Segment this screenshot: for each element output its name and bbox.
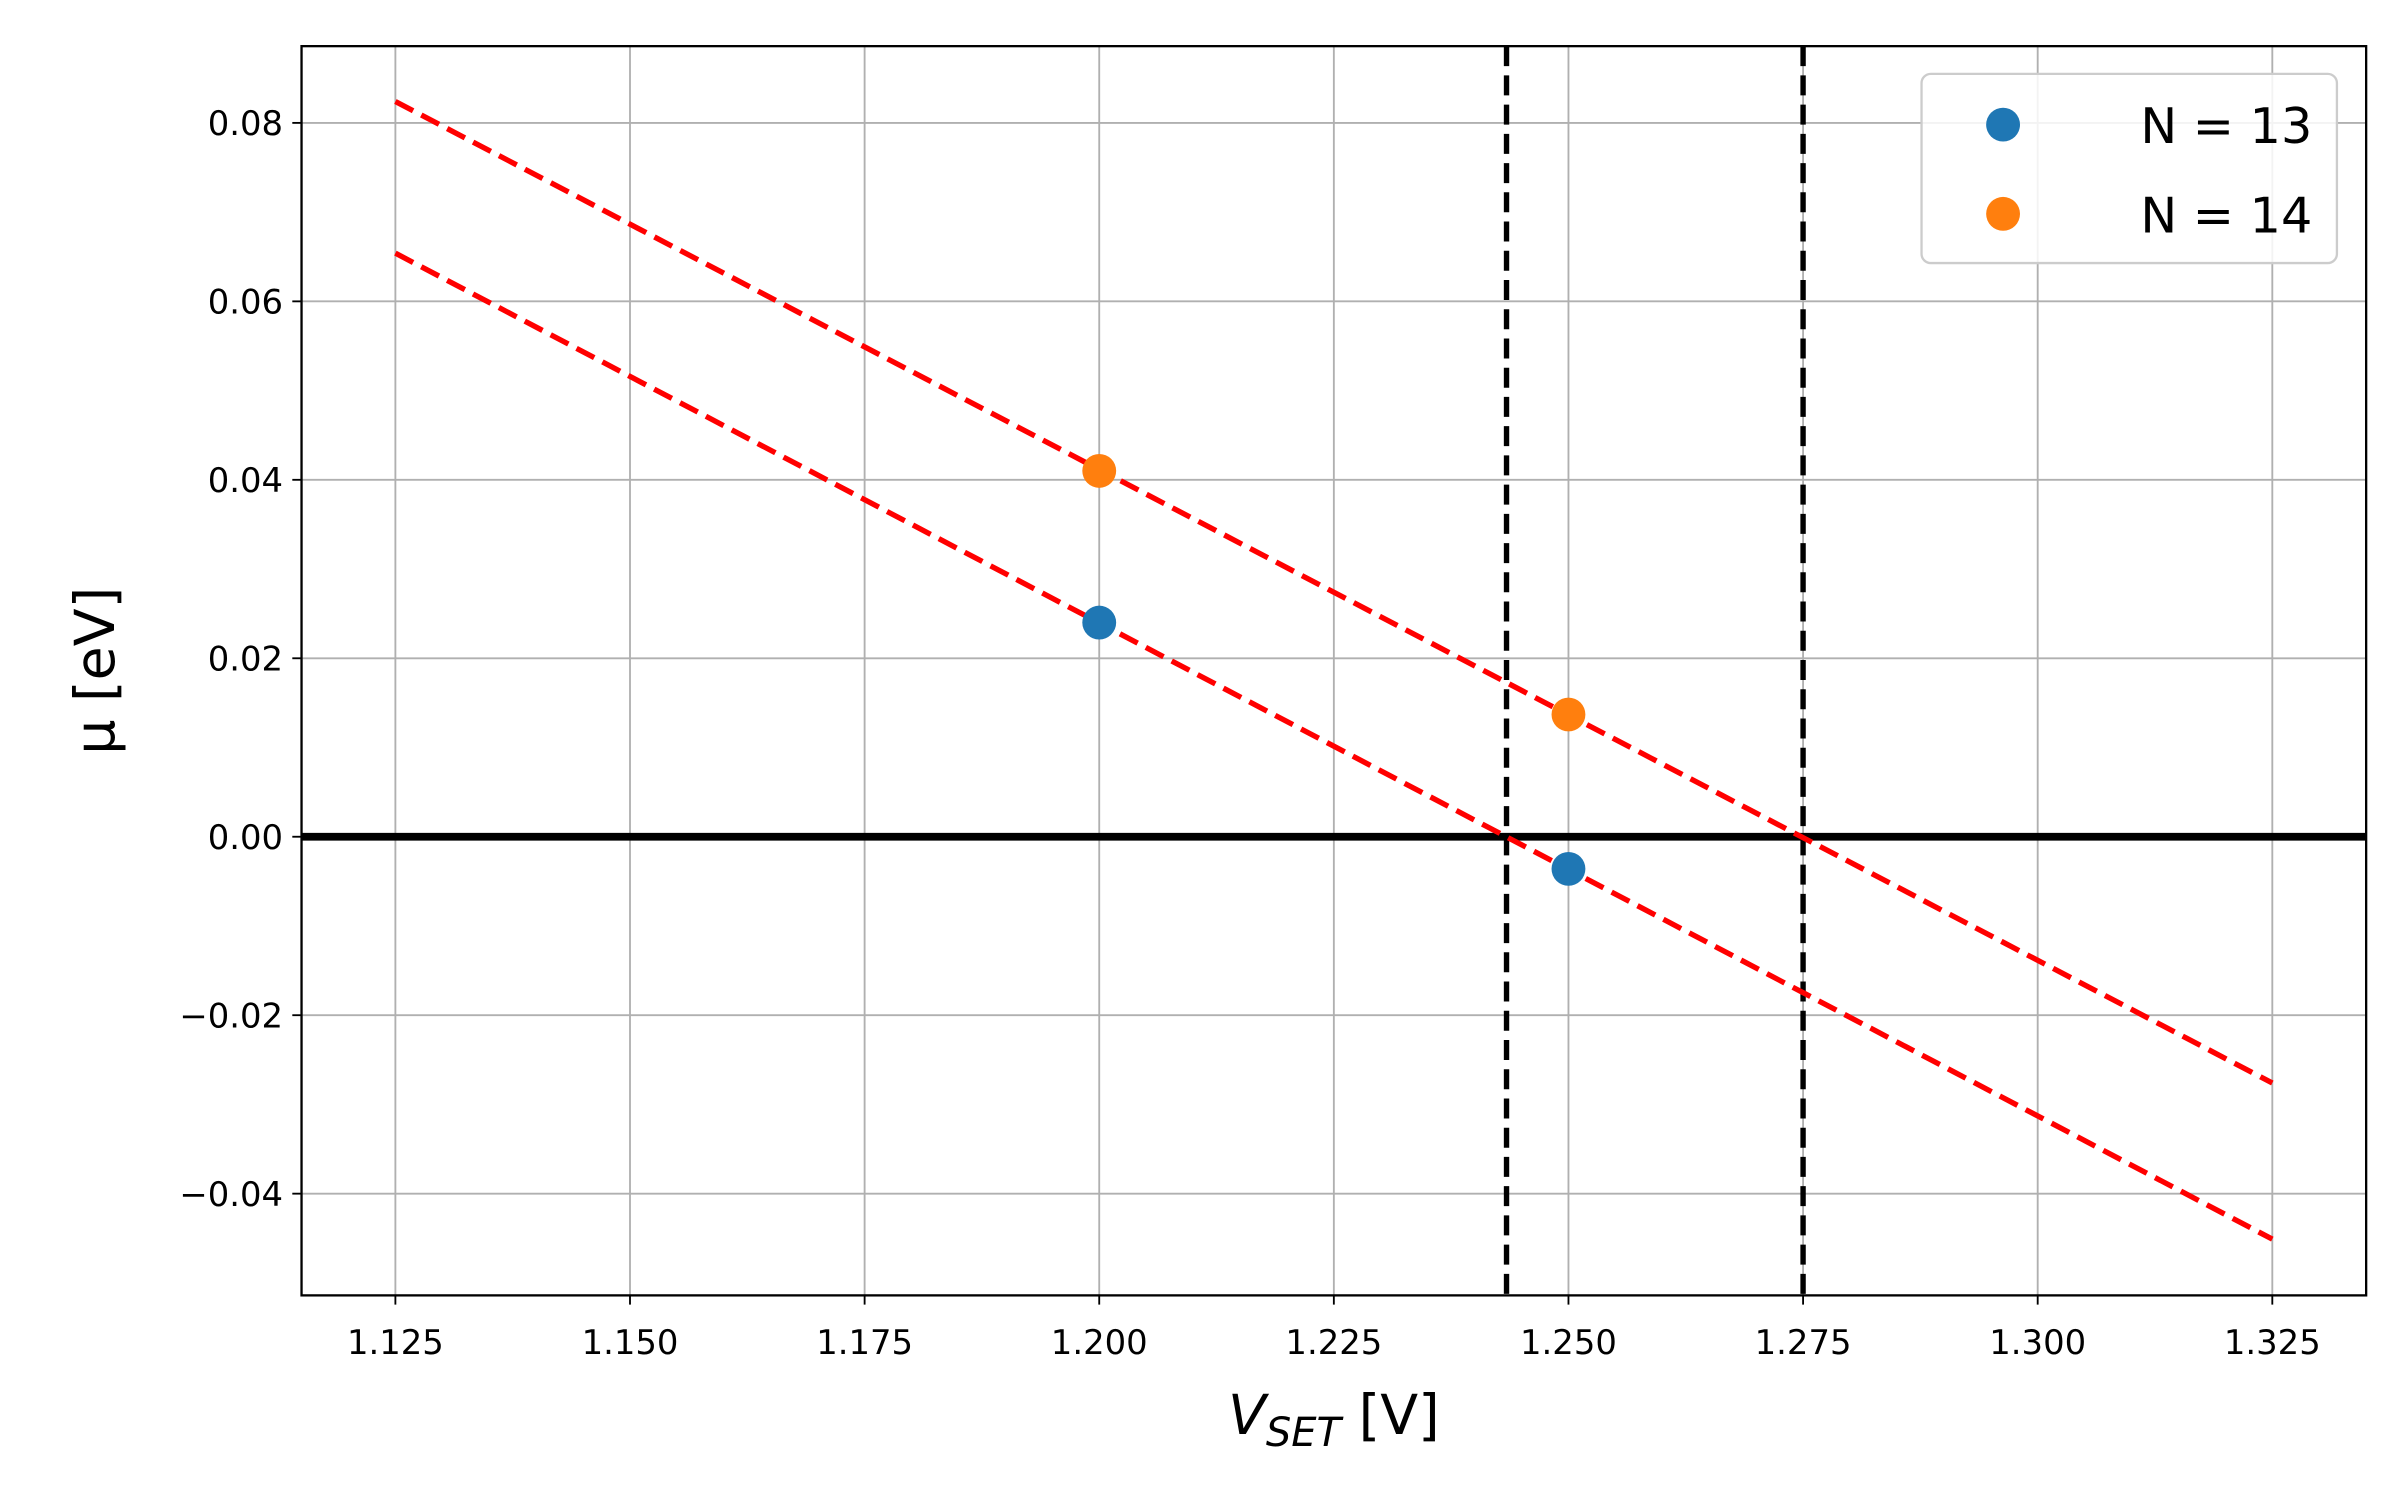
y-tick-label: 0.08 bbox=[208, 104, 283, 143]
y-tick-label: −0.02 bbox=[179, 997, 283, 1036]
fit-line bbox=[394, 99, 2274, 1086]
x-tick-label: 1.125 bbox=[347, 1323, 444, 1362]
data-points bbox=[1082, 453, 1586, 886]
x-tick-label: 1.200 bbox=[1051, 1323, 1148, 1362]
data-point bbox=[1551, 851, 1586, 886]
legend-marker-n14 bbox=[1986, 196, 2020, 231]
y-tick-label: 0.00 bbox=[208, 818, 283, 857]
legend-label-n14: N = 14 bbox=[2140, 186, 2312, 244]
x-axis-label: VSET [V] bbox=[1228, 1384, 1440, 1456]
reference-lines bbox=[301, 46, 2367, 1296]
x-tick-label: 1.325 bbox=[2224, 1323, 2321, 1362]
fit-line bbox=[394, 250, 2274, 1242]
y-tick-label: 0.02 bbox=[208, 640, 283, 679]
data-point bbox=[1551, 697, 1586, 732]
x-tick-label: 1.250 bbox=[1520, 1323, 1617, 1362]
x-tick-label: 1.175 bbox=[816, 1323, 913, 1362]
y-tick-label: 0.04 bbox=[208, 461, 283, 500]
x-tick-label: 1.275 bbox=[1755, 1323, 1852, 1362]
y-axis-label: μ [eV] bbox=[64, 587, 128, 755]
data-point bbox=[1082, 605, 1117, 640]
y-tick-label: 0.06 bbox=[208, 283, 283, 322]
x-tick-label: 1.150 bbox=[582, 1323, 679, 1362]
legend-label-n13: N = 13 bbox=[2140, 97, 2312, 155]
x-tick-label: 1.300 bbox=[1989, 1323, 2086, 1362]
ticks: 1.125 1.150 1.175 1.200 1.225 1.250 1.275 1.300… bbox=[179, 104, 2320, 1362]
data-point bbox=[1082, 453, 1117, 488]
legend-marker-n13 bbox=[1986, 107, 2020, 142]
x-tick-label: 1.225 bbox=[1285, 1323, 1382, 1362]
y-tick-label: −0.04 bbox=[179, 1175, 283, 1214]
legend: N = 13 N = 14 bbox=[1920, 72, 2339, 265]
